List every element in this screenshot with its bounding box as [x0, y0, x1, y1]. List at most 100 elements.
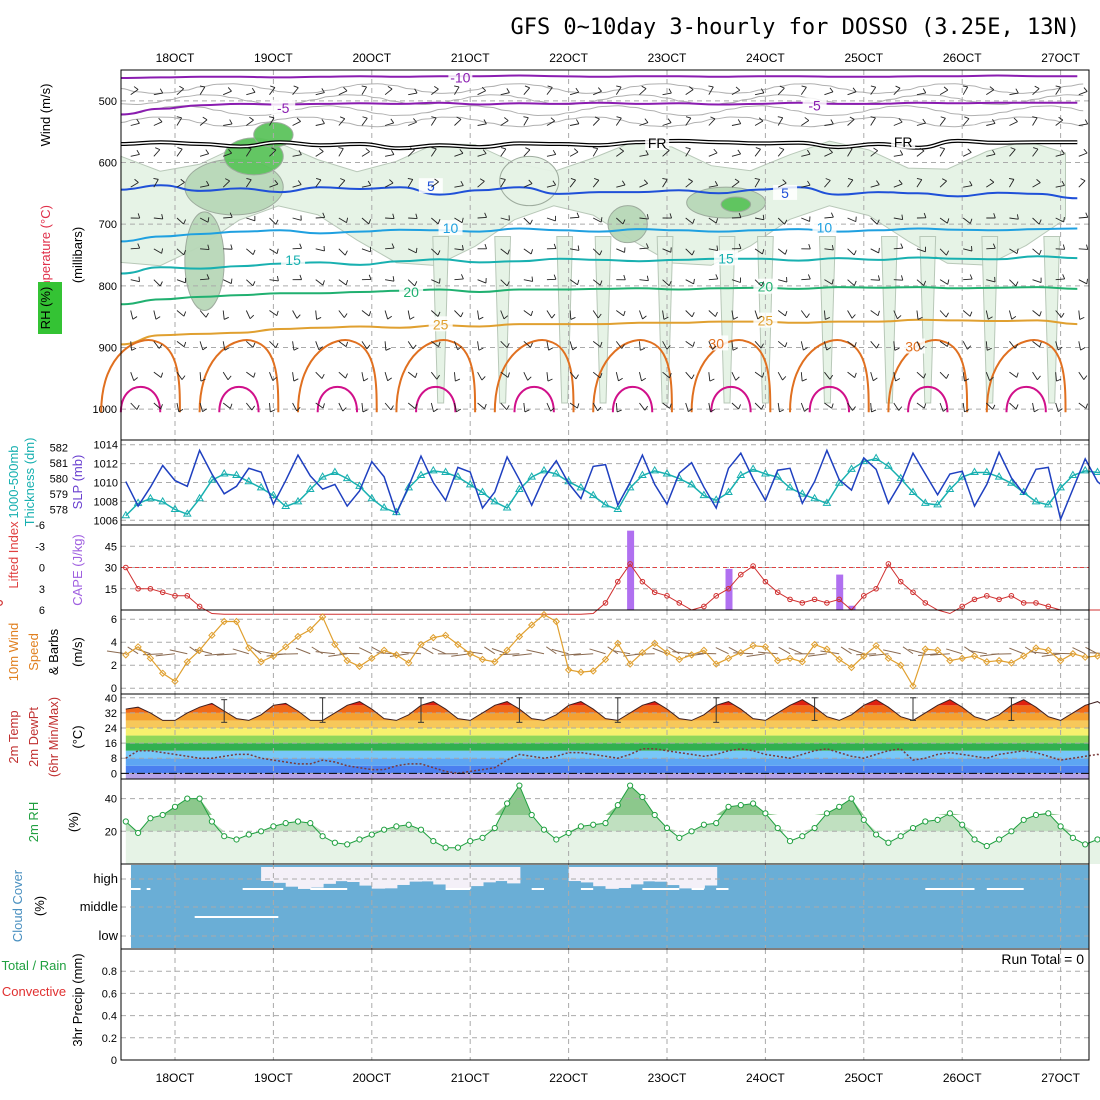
wind-barb-flag — [500, 147, 506, 150]
wind-barb-flag — [644, 405, 649, 411]
wind-barb-flag — [316, 316, 322, 320]
ylabel-10m-wind: 10m Wind — [6, 623, 21, 682]
wind-barb-flag — [136, 118, 140, 124]
bottom-date-label: 18OCT — [156, 1071, 195, 1085]
wind-barb-shaft — [292, 154, 302, 157]
wind-barb-flag — [779, 85, 785, 89]
cloud-clear-high — [445, 867, 459, 889]
wind-barb-flag — [923, 403, 927, 409]
wind-barb-flag — [460, 180, 464, 186]
wind-barb-shaft — [685, 340, 694, 347]
wind-barb-flag — [414, 88, 418, 94]
contour-label: 15 — [285, 252, 301, 268]
wind-barb-shaft — [1055, 341, 1059, 351]
wind-barb-flag — [1061, 149, 1065, 155]
wind-barb-shaft — [454, 185, 464, 188]
thickness-marker — [920, 498, 930, 506]
wind-barb-flag — [831, 279, 834, 285]
wind-barb-flag — [478, 316, 484, 320]
rh-marker — [270, 823, 277, 830]
wind-barb-shaft — [269, 402, 271, 413]
wind-barb-shaft — [731, 181, 740, 188]
cloud-clear-high-strip — [125, 888, 141, 890]
wind-barb-shaft — [662, 248, 672, 253]
cloud-clear-high-strip — [146, 888, 151, 890]
wind-barb-flag — [155, 147, 161, 151]
lifted-index-marker — [799, 600, 806, 606]
isotherm-35-loop — [316, 386, 359, 413]
thickness-marker — [490, 496, 500, 505]
wind-barb-flag — [737, 149, 742, 155]
wind-barb-flag — [299, 274, 303, 280]
wind-speed-marker — [294, 632, 302, 641]
wind-barb-shaft — [870, 150, 878, 157]
thickness-marker — [539, 465, 549, 474]
contour-label: 10 — [817, 219, 833, 235]
wind-barb-flag — [1055, 85, 1061, 88]
wind-barb-shaft — [200, 278, 210, 281]
wind-barb-flag — [621, 344, 625, 349]
wind-barb — [715, 647, 729, 655]
ylabel-slp: SLP (mb) — [70, 455, 85, 510]
panel-frame — [120, 948, 1090, 1061]
lifted-index-marker — [1045, 603, 1052, 610]
isotherm-30-loop — [985, 339, 1067, 413]
wind-barb-shaft — [454, 217, 463, 224]
rh-marker — [540, 826, 548, 833]
wind-barb-flag — [181, 375, 186, 380]
thickness-marker — [330, 467, 340, 475]
wind-speed-marker — [614, 639, 622, 648]
wind-barb-flag — [321, 373, 325, 379]
wind-barb-flag — [714, 181, 719, 186]
wind-barb-flag — [762, 214, 765, 220]
wind-barb — [991, 653, 1012, 655]
wind-barb-shaft — [569, 310, 572, 320]
wind-barb-shaft — [1078, 152, 1088, 157]
bottom-date-label: 20OCT — [352, 1071, 391, 1085]
wind-barb-shaft — [939, 248, 947, 256]
wind-barb-flag — [1010, 147, 1016, 150]
wind-barb-shaft — [223, 216, 233, 219]
rh-marker — [922, 818, 929, 825]
contour-label-bg — [448, 69, 473, 85]
cape-bar — [848, 605, 856, 610]
wind-barb-shaft — [754, 179, 761, 188]
wind-barb-flag — [923, 212, 927, 218]
wind-barb-flag — [206, 274, 210, 280]
rh-marker — [1020, 816, 1027, 823]
wind-barb-shaft — [269, 117, 275, 126]
wind-barb-shaft — [246, 91, 256, 96]
wind-barb-flag — [454, 85, 460, 88]
wind-barb-flag — [299, 243, 302, 249]
lifted-index-marker — [725, 585, 732, 592]
wind-barb-flag — [646, 214, 649, 220]
wind-barb-flag — [275, 219, 279, 225]
cloud-clear-high — [654, 867, 668, 882]
wind-speed-marker — [503, 646, 511, 654]
rh-marker — [344, 841, 351, 848]
rh-marker — [184, 795, 191, 802]
wind-barb-shaft — [1009, 402, 1017, 410]
wind-speed-marker — [1007, 659, 1016, 667]
thickness-marker — [724, 487, 733, 496]
lifted-index-marker — [123, 564, 129, 571]
wind-barb-flag — [993, 213, 996, 219]
wind-speed-marker — [786, 654, 794, 663]
contour-label-bg — [753, 312, 778, 328]
wind-barb-shaft — [338, 90, 348, 96]
isotherm-line — [120, 184, 1078, 200]
wind-barb-shaft — [153, 217, 163, 220]
wind-barb-flag — [830, 119, 834, 125]
wind-barb-flag — [945, 373, 950, 379]
temp-tick: 8 — [111, 753, 117, 765]
wind-barb-shaft — [616, 248, 625, 253]
wind-speed-marker — [515, 632, 524, 641]
wind-barb-flag — [343, 86, 348, 92]
wind-barb-shaft — [824, 91, 834, 96]
wind-barb-flag — [761, 281, 765, 287]
wind-barb-flag — [992, 149, 996, 155]
thickness-marker — [822, 498, 832, 506]
wind-barb-shaft — [523, 248, 532, 255]
lifted-index-marker — [811, 596, 818, 603]
wind-barb-flag — [483, 119, 487, 125]
